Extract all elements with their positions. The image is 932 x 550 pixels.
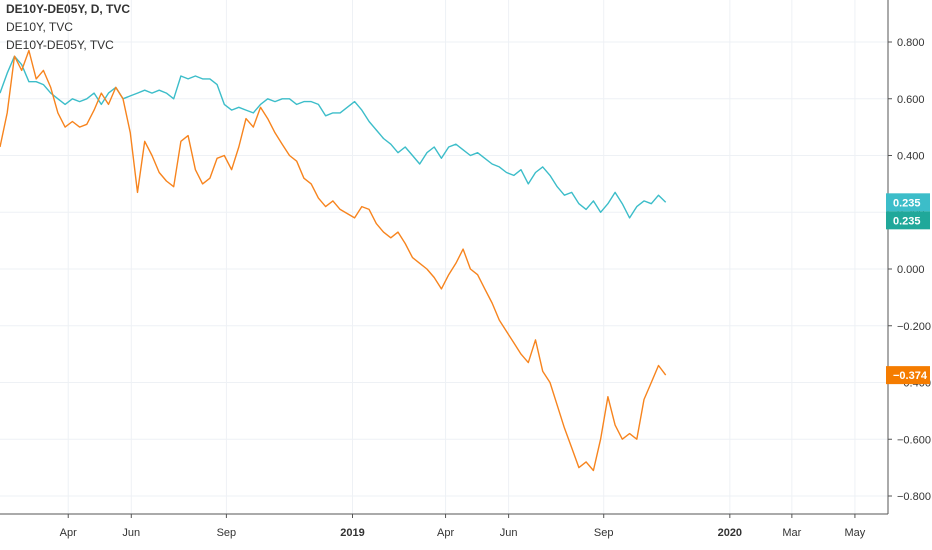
y-tick-label: 0.600: [897, 94, 925, 106]
x-tick-label: Apr: [437, 527, 454, 539]
y-tick-label: 0.800: [897, 37, 925, 49]
grid-layer: [0, 0, 888, 514]
series-line-de10y: [0, 55, 667, 219]
y-tick-label: −0.800: [897, 491, 931, 503]
last-value-label: 0.235: [886, 211, 930, 230]
x-tick-label: Mar: [782, 527, 801, 539]
legend-entry-de10y: DE10Y, TVC: [6, 20, 73, 34]
last-value-label-bg: [886, 211, 930, 230]
y-tick-label: 0.000: [897, 264, 925, 276]
x-tick-label: Sep: [594, 527, 614, 539]
last-value-label: 0.235: [886, 193, 930, 212]
x-tick-label: Apr: [60, 527, 77, 539]
last-value-label-text: 0.235: [893, 215, 921, 227]
series-layer: [0, 49, 667, 472]
last-value-label-layer: 0.235 0.235 −0.374: [886, 193, 930, 385]
x-tick-label: Jun: [122, 527, 140, 539]
y-tick-label: −0.600: [897, 434, 931, 446]
y-tick-label: 0.400: [897, 151, 925, 163]
y-tick-label: −0.200: [897, 321, 931, 333]
last-value-label-text: −0.374: [893, 370, 928, 382]
last-value-label-text: 0.235: [893, 197, 921, 209]
x-tick-label: Jun: [500, 527, 518, 539]
chart-title: DE10Y-DE05Y, D, TVC: [6, 2, 131, 16]
x-tick-label: 2019: [340, 527, 364, 539]
x-tick-label: May: [845, 527, 866, 539]
x-tick-label: Sep: [217, 527, 237, 539]
last-value-label-bg: [886, 366, 930, 385]
legend-entry-de10y-de05y: DE10Y-DE05Y, TVC: [6, 38, 114, 52]
series-line-de10y-de05y: [0, 49, 667, 472]
last-value-label-bg: [886, 193, 930, 212]
x-tick-label: 2020: [718, 527, 742, 539]
last-value-label: −0.374: [886, 366, 930, 385]
